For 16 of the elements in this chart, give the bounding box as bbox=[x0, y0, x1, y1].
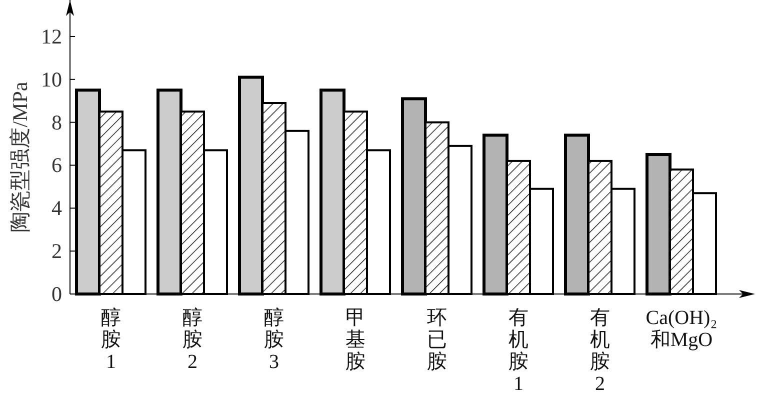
x-tick-label: 醇胺3 bbox=[264, 307, 284, 373]
y-tick-label: 8 bbox=[52, 110, 62, 134]
x-tick-label: 醇胺1 bbox=[101, 307, 121, 373]
y-tick-label: 6 bbox=[52, 153, 62, 178]
y-axis-title: 陶瓷型强度/MPa bbox=[8, 81, 32, 232]
x-tick-label: 有机胺2 bbox=[590, 307, 610, 395]
x-tick-label: 醇胺2 bbox=[182, 307, 202, 373]
y-tick-label: 0 bbox=[52, 282, 62, 306]
x-tick-label: 环已胺 bbox=[427, 307, 447, 373]
y-tick-label: 10 bbox=[41, 67, 62, 92]
y-tick-label: 12 bbox=[41, 24, 62, 48]
y-tick-label: 4 bbox=[52, 196, 62, 220]
y-tick-label: 2 bbox=[52, 239, 62, 264]
x-tick-label: 有机胺1 bbox=[508, 307, 528, 395]
x-tick-label: 甲基胺 bbox=[346, 307, 366, 373]
x-tick-label: Ca(OH)₂和MgO bbox=[646, 307, 718, 351]
